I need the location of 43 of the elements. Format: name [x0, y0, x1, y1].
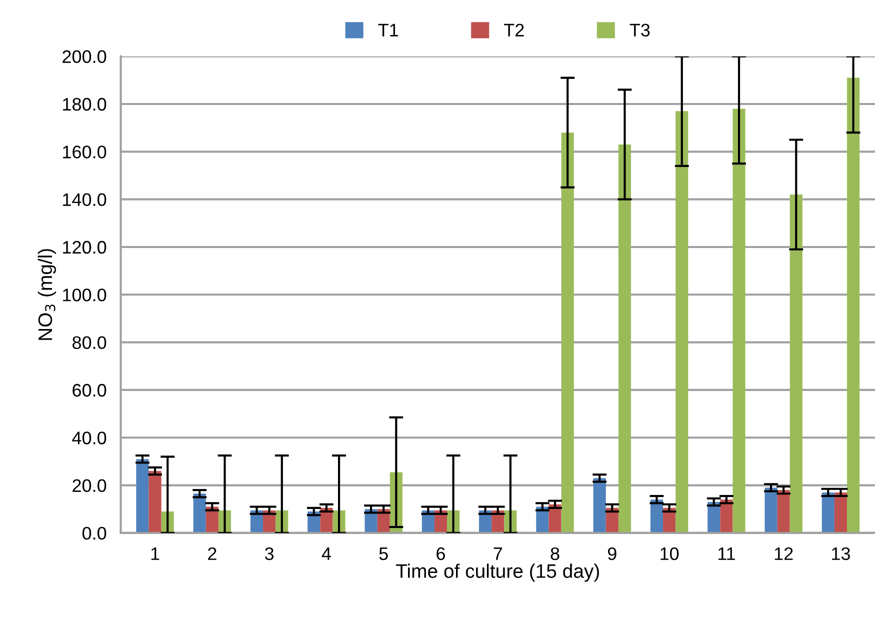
- y-tick-label: 20.0: [72, 479, 106, 492]
- x-tick-label: 2: [208, 547, 216, 560]
- bar: [732, 108, 746, 533]
- y-tick-label: 40.0: [72, 432, 106, 444]
- bar: [593, 478, 606, 533]
- bar: [847, 78, 860, 533]
- y-tick-label: 160.0: [63, 146, 106, 158]
- bar: [136, 459, 149, 533]
- x-tick-label: 12: [774, 547, 793, 560]
- legend-label: T1: [378, 24, 398, 36]
- x-tick-label: 11: [718, 548, 735, 560]
- x-tick-label: 10: [660, 547, 679, 560]
- bar: [777, 490, 790, 533]
- x-tick-label: 6: [436, 547, 445, 560]
- x-axis-title: Time of culture (15 day): [396, 564, 599, 582]
- bar: [834, 492, 847, 533]
- x-tick-label: 13: [832, 547, 850, 560]
- y-tick-label: 0.0: [82, 526, 106, 540]
- y-tick-label: 120.0: [63, 240, 106, 254]
- x-tick-label: 7: [494, 548, 502, 560]
- y-tick-label: 140.0: [63, 193, 106, 206]
- bar: [148, 470, 162, 533]
- bar: [790, 194, 802, 533]
- bar: [561, 132, 574, 533]
- bar: [764, 488, 778, 533]
- x-tick-label: 8: [550, 547, 560, 560]
- y-tick-label: 80.0: [72, 336, 106, 350]
- x-tick-label: 9: [608, 547, 616, 560]
- legend-label: T2: [504, 24, 524, 36]
- x-tick-label: 5: [379, 548, 388, 560]
- y-tick-label: 180.0: [63, 98, 106, 111]
- y-tick-label: 60.0: [72, 384, 106, 397]
- bar: [676, 111, 688, 533]
- bar: [618, 144, 632, 533]
- y-tick-label: 200.0: [62, 50, 106, 64]
- y-tick-label: 100.0: [63, 288, 106, 302]
- x-tick-label: 4: [322, 548, 331, 560]
- legend-label: T3: [630, 24, 650, 37]
- y-axis-title: NO$_{3}$ (mg/l): [38, 249, 56, 340]
- bar: [548, 504, 562, 533]
- x-tick-label: 3: [264, 547, 274, 560]
- bar: [822, 492, 834, 533]
- x-tick-label: 1: [151, 548, 160, 560]
